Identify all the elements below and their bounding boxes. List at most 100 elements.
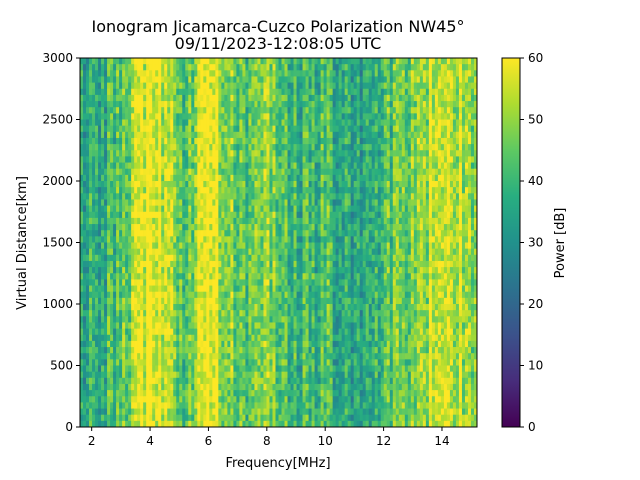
- heatmap-cell: [101, 199, 105, 206]
- heatmap-cell: [290, 285, 294, 293]
- heatmap-cell: [320, 199, 325, 206]
- heatmap-cell: [302, 291, 306, 299]
- heatmap-cell: [266, 365, 270, 373]
- heatmap-cell: [155, 168, 159, 176]
- heatmap-cell: [251, 371, 255, 379]
- heatmap-cell: [323, 396, 328, 403]
- heatmap-cell: [257, 371, 261, 379]
- heatmap-cell: [173, 162, 177, 170]
- heatmap-cell: [125, 70, 129, 77]
- heatmap-cell: [236, 347, 240, 354]
- heatmap-cell: [155, 279, 159, 286]
- heatmap-cell: [155, 211, 159, 219]
- heatmap-cell: [215, 353, 219, 360]
- heatmap-cell: [293, 291, 297, 299]
- heatmap-cell: [242, 242, 246, 250]
- heatmap-cell: [107, 328, 111, 336]
- heatmap-cell: [176, 279, 180, 286]
- heatmap-cell: [257, 82, 261, 90]
- heatmap-cell: [230, 408, 234, 416]
- heatmap-cell: [182, 76, 186, 83]
- heatmap-cell: [197, 254, 201, 262]
- heatmap-cell: [263, 168, 267, 176]
- heatmap-cell: [266, 328, 270, 336]
- heatmap-cell: [269, 390, 273, 397]
- heatmap-cell: [125, 162, 129, 170]
- heatmap-cell: [173, 248, 177, 256]
- heatmap-cell: [164, 267, 168, 274]
- heatmap-cell: [227, 254, 231, 262]
- heatmap-cell: [173, 328, 177, 336]
- heatmap-cell: [92, 254, 96, 262]
- heatmap-cell: [116, 402, 120, 409]
- heatmap-cell: [242, 150, 246, 157]
- heatmap-cell: [110, 377, 114, 385]
- heatmap-cell: [86, 248, 90, 256]
- heatmap-cell: [323, 70, 328, 77]
- heatmap-cell: [326, 304, 331, 311]
- heatmap-cell: [128, 236, 132, 243]
- heatmap-cell: [119, 291, 123, 299]
- heatmap-cell: [242, 187, 246, 194]
- heatmap-cell: [143, 383, 147, 391]
- heatmap-cell: [191, 224, 195, 231]
- heatmap-cell: [122, 365, 126, 373]
- heatmap-cell: [83, 58, 87, 65]
- heatmap-cell: [221, 113, 225, 120]
- heatmap-cell: [206, 211, 210, 219]
- heatmap-cell: [251, 230, 255, 237]
- heatmap-cell: [281, 377, 285, 385]
- heatmap-cell: [158, 174, 162, 182]
- heatmap-cell: [266, 260, 270, 268]
- heatmap-cell: [215, 304, 219, 311]
- heatmap-cell: [86, 414, 90, 422]
- heatmap-cell: [263, 230, 267, 237]
- heatmap-cell: [107, 88, 111, 96]
- heatmap-cell: [227, 174, 231, 182]
- heatmap-cell: [122, 353, 126, 360]
- heatmap-cell: [215, 328, 219, 336]
- heatmap-cell: [218, 347, 222, 354]
- heatmap-cell: [185, 420, 189, 428]
- heatmap-cell: [245, 168, 249, 176]
- heatmap-cell: [212, 291, 216, 299]
- heatmap-cell: [173, 390, 177, 397]
- heatmap-cell: [224, 211, 228, 219]
- heatmap-cell: [257, 347, 261, 354]
- heatmap-cell: [302, 217, 306, 225]
- heatmap-cell: [296, 291, 300, 299]
- heatmap-cell: [137, 420, 141, 428]
- heatmap-cell: [209, 402, 213, 409]
- heatmap-cell: [305, 187, 309, 194]
- heatmap-cell: [125, 107, 129, 114]
- heatmap-cell: [284, 137, 288, 145]
- heatmap-cell: [122, 242, 126, 250]
- heatmap-cell: [104, 162, 108, 170]
- heatmap-cell: [206, 162, 210, 170]
- heatmap-cell: [299, 297, 303, 305]
- heatmap-cell: [272, 297, 276, 305]
- heatmap-cell: [326, 125, 331, 133]
- heatmap-cell: [257, 76, 261, 83]
- heatmap-cell: [152, 402, 156, 409]
- heatmap-cell: [215, 383, 219, 391]
- heatmap-cell: [167, 230, 171, 237]
- heatmap-cell: [185, 107, 189, 114]
- heatmap-cell: [110, 390, 114, 397]
- heatmap-cell: [233, 230, 237, 237]
- heatmap-cell: [149, 193, 153, 200]
- heatmap-cell: [248, 328, 252, 336]
- heatmap-cell: [269, 70, 273, 77]
- heatmap-cell: [314, 310, 318, 317]
- heatmap-cell: [80, 390, 84, 397]
- heatmap-cell: [227, 297, 231, 305]
- heatmap-cell: [197, 131, 201, 139]
- heatmap-cell: [179, 377, 183, 385]
- heatmap-cell: [281, 402, 285, 409]
- heatmap-cell: [281, 131, 285, 139]
- heatmap-cell: [308, 279, 312, 286]
- heatmap-cell: [158, 402, 162, 409]
- heatmap-cell: [218, 82, 222, 90]
- heatmap-cell: [137, 390, 141, 397]
- heatmap-cell: [284, 316, 288, 323]
